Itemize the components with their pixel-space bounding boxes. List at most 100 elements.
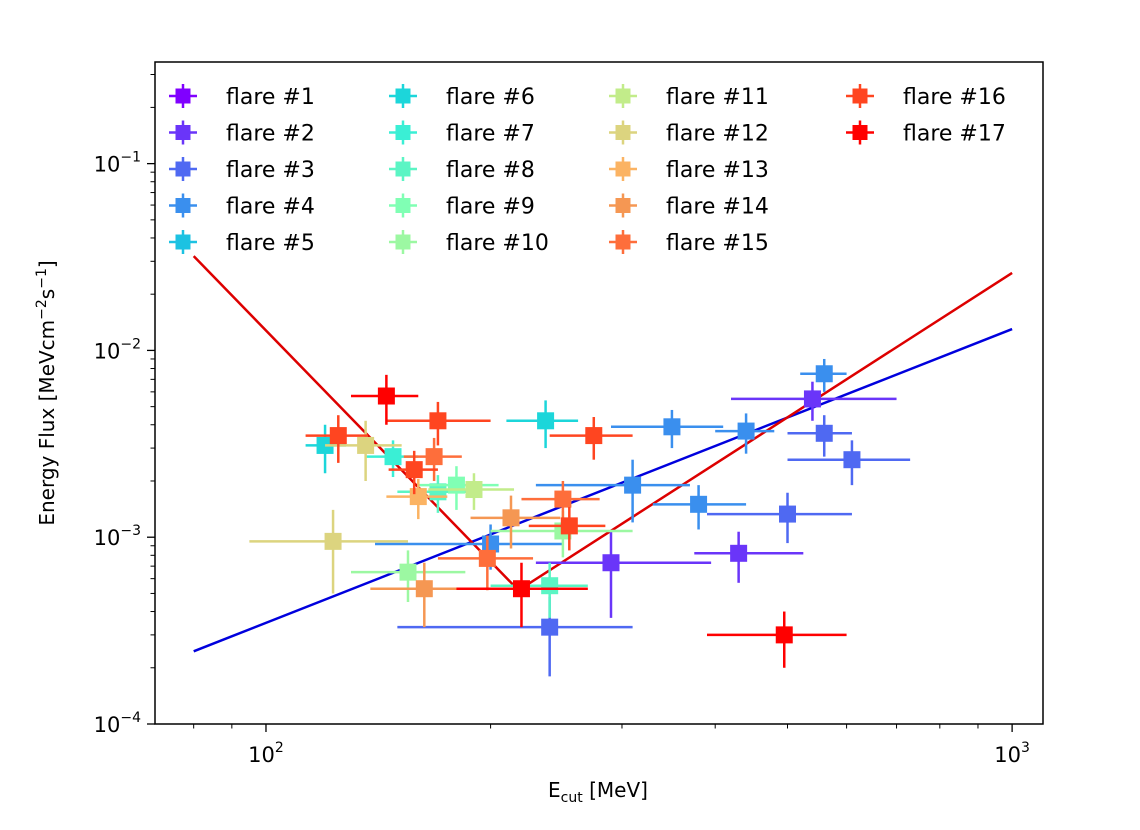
- data-marker: [405, 461, 423, 479]
- legend-entry: flare #16: [846, 84, 1006, 110]
- y-axis-label-exp2: −1: [34, 268, 50, 289]
- data-point: [535, 530, 712, 618]
- legend-marker: [615, 125, 631, 140]
- data-point: [490, 562, 588, 618]
- data-marker: [377, 387, 395, 405]
- legend-marker: [615, 198, 631, 213]
- data-point: [350, 374, 419, 425]
- y-axis-label-exp1: −2: [34, 299, 50, 320]
- legend-marker: [395, 198, 411, 213]
- data-point: [386, 401, 491, 446]
- legend-entry: flare #17: [846, 120, 1006, 147]
- data-marker: [690, 495, 708, 513]
- x-axis-label-main: E: [548, 778, 561, 802]
- legend-label: flare #3: [226, 158, 315, 183]
- x-tick-label: 103: [994, 740, 1030, 767]
- data-point: [470, 495, 561, 549]
- data-marker: [730, 544, 748, 562]
- legend-label: flare #13: [666, 158, 769, 183]
- legend-entry: flare #1: [169, 84, 315, 110]
- data-marker: [585, 427, 603, 445]
- data-point: [528, 507, 606, 551]
- data-point: [610, 409, 724, 449]
- data-marker: [602, 554, 620, 572]
- data-point: [652, 485, 747, 530]
- data-point: [694, 531, 804, 583]
- data-point: [456, 562, 588, 628]
- y-tick-label: 10−1: [94, 150, 141, 177]
- data-point: [403, 437, 462, 481]
- data-point: [437, 535, 534, 591]
- legend-entry: flare #8: [389, 157, 535, 183]
- plot-frame: [154, 61, 1044, 725]
- data-marker: [775, 626, 793, 644]
- data-marker: [357, 436, 375, 454]
- data-marker: [409, 488, 427, 506]
- fit-line-1: [193, 327, 1013, 653]
- x-axis-label-unit: [MeV]: [583, 778, 648, 802]
- data-point: [549, 417, 633, 460]
- data-point: [428, 473, 515, 510]
- legend-entry: flare #2: [169, 120, 315, 147]
- legend-marker: [175, 234, 191, 250]
- data-marker: [624, 476, 642, 494]
- legend-entry: flare #10: [389, 230, 549, 256]
- data-point: [715, 413, 775, 454]
- data-marker: [465, 481, 483, 499]
- legend-label: flare #7: [446, 122, 535, 147]
- data-marker: [429, 412, 447, 430]
- x-axis-label-sub: cut: [561, 790, 584, 806]
- data-marker: [541, 577, 559, 595]
- legend-marker: [395, 125, 411, 140]
- data-point: [305, 415, 368, 463]
- legend-entry: flare #12: [609, 120, 769, 147]
- data-marker: [537, 412, 555, 430]
- legend-entry: flare #14: [609, 193, 769, 220]
- y-tick-label: 10−2: [94, 336, 141, 363]
- legend-label: flare #10: [446, 231, 549, 256]
- data-point: [506, 400, 579, 449]
- data-marker: [502, 509, 520, 527]
- legend-label: flare #17: [903, 122, 1006, 147]
- legend-label: flare #6: [446, 85, 535, 110]
- data-marker: [447, 476, 465, 494]
- data-marker: [803, 390, 821, 408]
- data-marker: [737, 422, 755, 440]
- x-tick-label: 102: [248, 740, 284, 767]
- legend-label: flare #9: [446, 195, 535, 220]
- data-point: [388, 450, 438, 495]
- y-axis-label-mid: s: [35, 289, 59, 299]
- data-marker: [329, 427, 347, 445]
- legend-entry: flare #13: [609, 157, 769, 183]
- legend-label: flare #8: [446, 158, 535, 183]
- data-marker: [663, 418, 681, 436]
- data-point: [706, 492, 852, 544]
- legend-marker: [175, 88, 191, 104]
- data-marker: [541, 618, 559, 636]
- legend-label: flare #5: [226, 231, 315, 256]
- data-marker: [512, 580, 530, 598]
- legend-label: flare #4: [226, 195, 315, 220]
- legend-label: flare #16: [903, 85, 1006, 110]
- legend-marker: [852, 88, 868, 104]
- data-marker: [815, 424, 833, 442]
- legend-marker: [395, 234, 411, 250]
- data-marker: [324, 532, 342, 550]
- legend-marker: [395, 161, 411, 177]
- legend-entry: flare #4: [169, 193, 315, 220]
- legend-label: flare #2: [226, 122, 315, 147]
- data-point: [787, 415, 852, 457]
- data-points: [249, 358, 911, 677]
- data-marker: [415, 580, 433, 598]
- data-marker: [478, 549, 496, 567]
- data-marker: [425, 448, 443, 466]
- data-point: [535, 459, 690, 523]
- data-point: [787, 440, 911, 486]
- legend-marker: [175, 161, 191, 177]
- legend-label: flare #14: [666, 195, 769, 220]
- data-marker: [554, 490, 572, 508]
- fit-lines: [192, 255, 1013, 653]
- data-point: [800, 358, 847, 392]
- legend-entry: flare #9: [389, 193, 535, 220]
- legend-marker: [615, 161, 631, 177]
